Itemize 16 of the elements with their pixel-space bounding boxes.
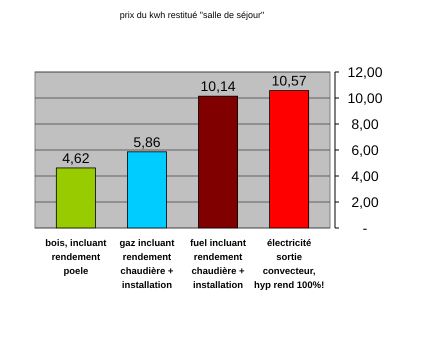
x-tick-label: gaz incluant rendement chaudière + installation bbox=[120, 238, 176, 291]
x-tick-label: bois, incluant rendement poele bbox=[45, 238, 108, 277]
data-label: 10,57 bbox=[272, 72, 307, 89]
data-label: 4,62 bbox=[62, 150, 90, 166]
y-tick-label: 6,00 bbox=[351, 142, 379, 158]
chart-title: prix du kwh restitué "salle de séjour" bbox=[120, 10, 264, 20]
y-tick-label: 8,00 bbox=[351, 116, 379, 132]
y-tick-label: 2,00 bbox=[351, 194, 379, 210]
data-label: 5,86 bbox=[133, 134, 161, 150]
y-tick-label: 4,00 bbox=[351, 168, 379, 184]
y-tick-label: 12,00 bbox=[347, 64, 383, 80]
data-label: 10,14 bbox=[200, 78, 236, 94]
y-tick-label: - bbox=[362, 220, 368, 236]
x-tick-label: électricité sortie convecteur, hyp rend 100%! bbox=[254, 238, 324, 291]
y-tick-label: 10,00 bbox=[347, 90, 383, 106]
x-tick-label: fuel incluant rendement chaudière + installation bbox=[190, 238, 247, 291]
